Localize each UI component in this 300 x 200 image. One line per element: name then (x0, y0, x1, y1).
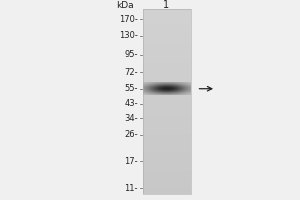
Text: 17-: 17- (124, 157, 138, 166)
Text: 55-: 55- (124, 84, 138, 93)
Text: 170-: 170- (119, 15, 138, 24)
Text: 34-: 34- (124, 114, 138, 123)
Bar (142, 9, 190, 194)
Text: 130-: 130- (119, 31, 138, 40)
Text: 11-: 11- (124, 184, 138, 193)
Text: 72-: 72- (124, 68, 138, 77)
Text: 43-: 43- (124, 99, 138, 108)
Text: kDa: kDa (116, 0, 133, 9)
Text: 95-: 95- (124, 50, 138, 59)
Text: 1: 1 (164, 0, 169, 10)
Text: 26-: 26- (124, 130, 138, 139)
